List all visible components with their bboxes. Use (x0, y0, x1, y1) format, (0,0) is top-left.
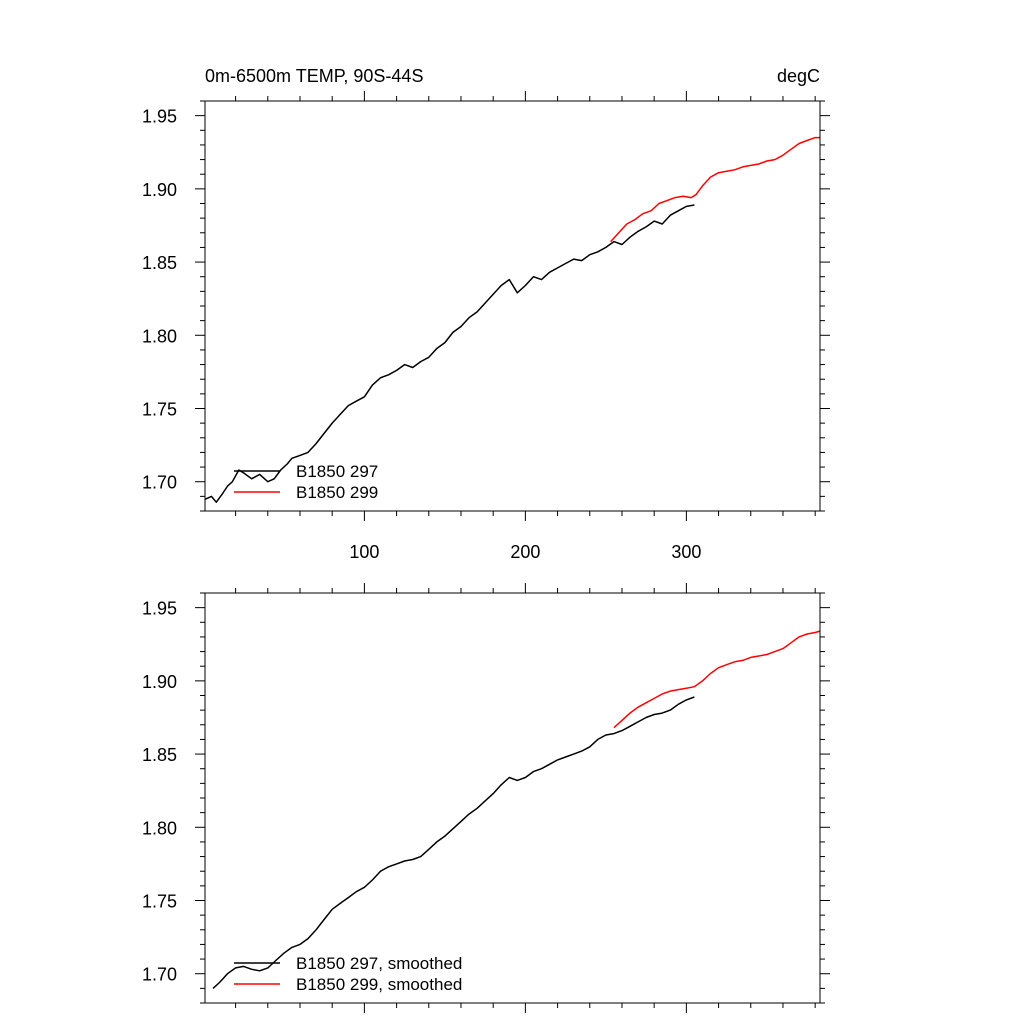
top-x-tick-label: 100 (349, 542, 379, 562)
top-chart-x-tick-labels: 100 200 300 (349, 542, 701, 562)
bottom-y-tick-label: 1.70 (142, 965, 177, 985)
bottom-chart-ticks (195, 583, 830, 1013)
top-x-tick-label: 200 (510, 542, 540, 562)
bottom-legend-label-red: B1850 299, smoothed (296, 975, 462, 994)
bottom-series-line-black (212, 696, 695, 989)
top-x-tick-label: 300 (671, 542, 701, 562)
top-series-line-black (204, 204, 695, 503)
top-chart-title-right: degC (777, 66, 820, 86)
top-chart-y-tick-labels: 1.70 1.75 1.80 1.85 1.90 1.95 (142, 107, 177, 493)
top-chart-legend: B1850 297 B1850 299 (234, 462, 378, 502)
top-series-line-red (610, 136, 820, 243)
bottom-y-tick-label: 1.90 (142, 672, 177, 692)
top-y-tick-label: 1.90 (142, 180, 177, 200)
bottom-y-tick-label: 1.75 (142, 892, 177, 912)
top-y-tick-label: 1.70 (142, 473, 177, 493)
bottom-series-line-red (613, 630, 821, 729)
top-chart-series (204, 136, 820, 503)
bottom-chart-y-tick-labels: 1.70 1.75 1.80 1.85 1.90 1.95 (142, 599, 177, 985)
top-chart-title-left: 0m-6500m TEMP, 90S-44S (205, 66, 423, 86)
bottom-y-tick-label: 1.85 (142, 745, 177, 765)
bottom-chart-frame (204, 592, 821, 1004)
top-legend-label-red: B1850 299 (296, 483, 378, 502)
bottom-chart-panel: 1.70 1.75 1.80 1.85 1.90 1.95 B1850 297, smoo… (142, 583, 830, 1013)
bottom-legend-label-black: B1850 297, smoothed (296, 954, 462, 973)
top-chart-panel: 0m-6500m TEMP, 90S-44S degC 1.70 1.75 1.80… (142, 66, 830, 562)
bottom-chart-legend: B1850 297, smoothed B1850 299, smoothed (234, 954, 462, 994)
top-y-tick-label: 1.80 (142, 326, 177, 346)
top-chart-ticks (195, 91, 830, 521)
bottom-y-tick-label: 1.95 (142, 599, 177, 619)
bottom-chart-series (212, 630, 821, 989)
top-legend-label-black: B1850 297 (296, 462, 378, 481)
top-y-tick-label: 1.75 (142, 400, 177, 420)
bottom-y-tick-label: 1.80 (142, 818, 177, 838)
top-y-tick-label: 1.85 (142, 253, 177, 273)
top-chart-frame (204, 100, 821, 512)
top-y-tick-label: 1.95 (142, 107, 177, 127)
